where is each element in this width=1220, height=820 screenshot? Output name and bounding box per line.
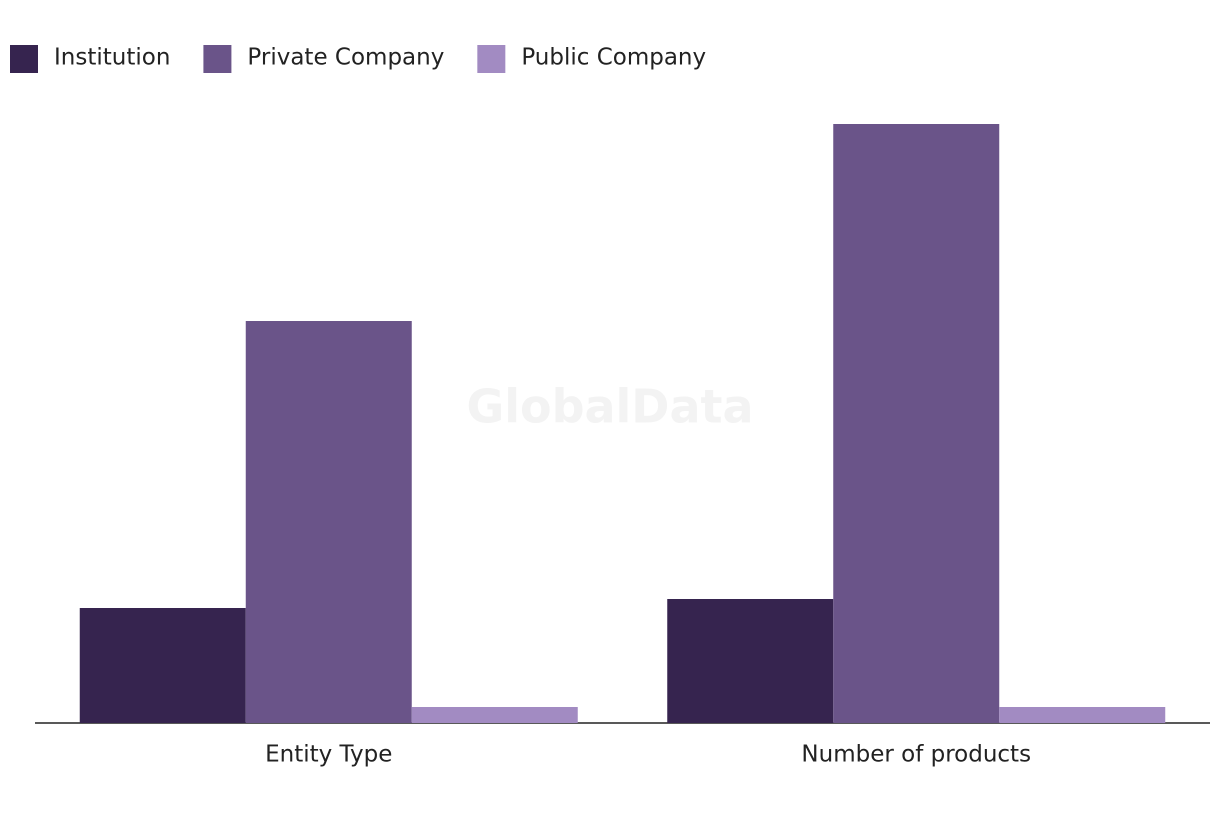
legend-swatch (203, 45, 232, 73)
legend-label: Public Company (521, 45, 706, 71)
legend-swatch (10, 45, 38, 73)
bar (833, 124, 1000, 723)
x-tick-label: Entity Type (265, 742, 392, 768)
legend-label: Institution (54, 45, 170, 71)
x-tick-label: Number of products (801, 742, 1031, 768)
bar (245, 321, 412, 723)
bar (999, 707, 1166, 723)
bar (411, 707, 578, 723)
legend-swatch (477, 45, 506, 73)
legend-label: Private Company (247, 45, 444, 71)
bar (79, 608, 246, 723)
bar (667, 599, 834, 723)
watermark: GlobalData (466, 380, 753, 434)
